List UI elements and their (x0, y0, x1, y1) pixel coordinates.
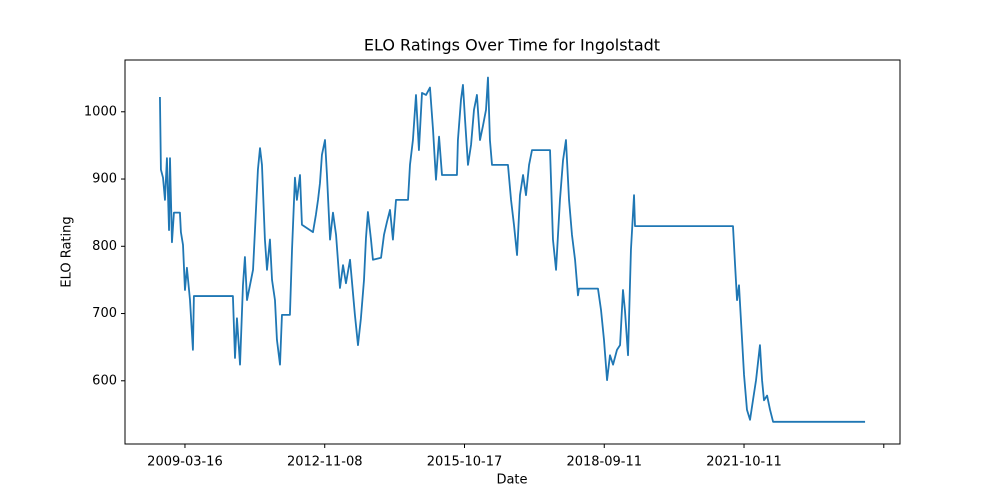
x-tick-label: 2009-03-16 (147, 455, 223, 470)
y-axis-label: ELO Rating (60, 216, 75, 287)
y-tick-label: 800 (92, 239, 117, 254)
x-tick-label: 2021-10-11 (706, 455, 782, 470)
y-tick-label: 1000 (84, 104, 117, 119)
data-line (159, 76, 866, 423)
x-axis-label: Date (496, 473, 527, 488)
y-tick-label: 700 (92, 306, 117, 321)
x-tick-label: 2012-11-08 (287, 455, 363, 470)
x-tick-label: 2018-09-11 (566, 455, 642, 470)
plot-frame (124, 59, 901, 445)
y-tick-label: 900 (92, 172, 117, 187)
y-tick-label: 600 (92, 373, 117, 388)
x-tick-label: 2015-10-17 (427, 455, 503, 470)
chart-title: ELO Ratings Over Time for Ingolstadt (364, 36, 660, 55)
